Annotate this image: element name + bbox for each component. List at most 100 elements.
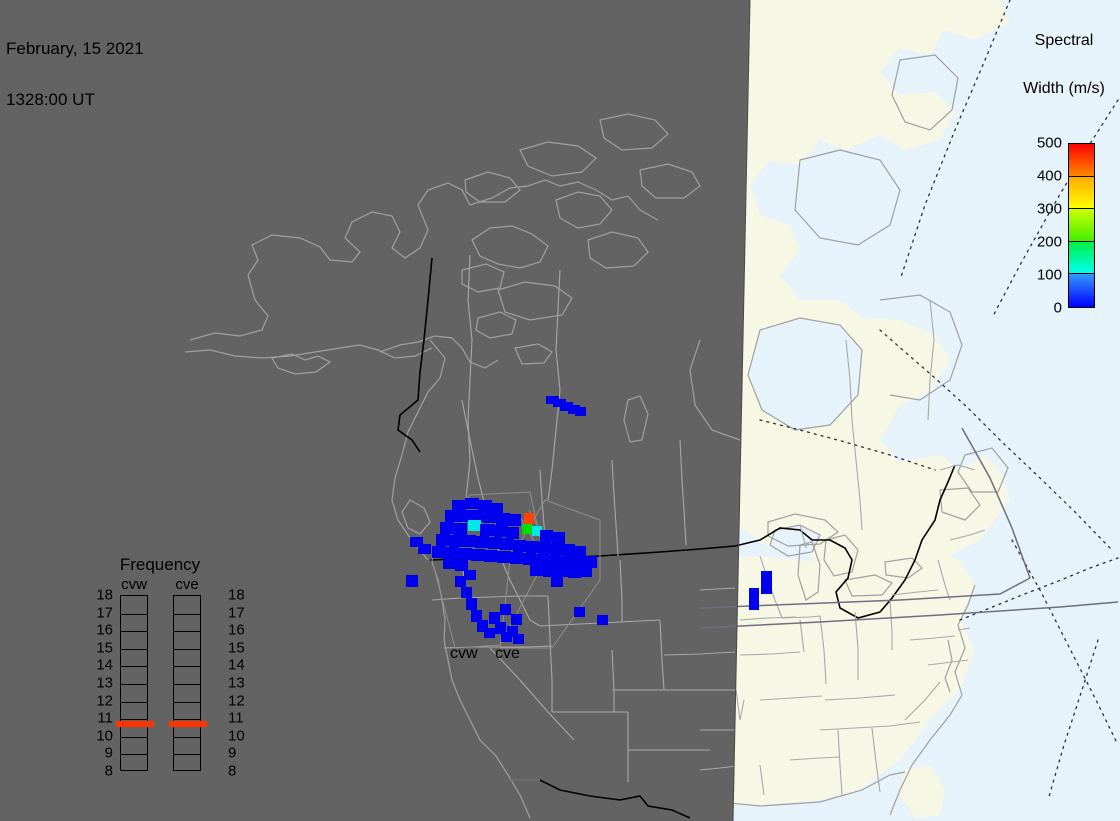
frequency-gauge-cve-body[interactable]: [169, 595, 207, 771]
radar-cell[interactable]: [597, 615, 608, 625]
radar-cell[interactable]: [761, 571, 772, 594]
radar-cell[interactable]: [568, 405, 580, 414]
radar-cell[interactable]: [560, 556, 573, 568]
radar-cell[interactable]: [540, 530, 553, 542]
radar-cell[interactable]: [477, 620, 488, 632]
radar-cell[interactable]: [562, 544, 575, 556]
radar-cell[interactable]: [524, 513, 534, 524]
radar-cell[interactable]: [483, 511, 497, 523]
frequency-gauge-cve[interactable]: cve: [169, 577, 207, 771]
radar-cell[interactable]: [471, 610, 482, 622]
radar-cell[interactable]: [478, 500, 492, 511]
coast-labrador: [879, 294, 963, 401]
frequency-gauge-cvw-label: cvw: [121, 576, 147, 593]
radar-cell[interactable]: [461, 587, 472, 598]
coast-newfoundland: [957, 447, 1009, 493]
radar-cell[interactable]: [574, 607, 585, 617]
radar-cell[interactable]: [538, 542, 551, 554]
radar-echo-cells[interactable]: [406, 396, 772, 644]
radar-cell[interactable]: [526, 541, 539, 553]
radar-cell[interactable]: [468, 520, 481, 531]
radar-cell[interactable]: [543, 566, 556, 577]
radar-cell[interactable]: [501, 632, 512, 642]
radar-cell[interactable]: [490, 503, 503, 514]
radar-cell[interactable]: [489, 612, 500, 624]
radar-cell[interactable]: [465, 498, 479, 509]
radar-cell[interactable]: [462, 535, 476, 547]
radar-cell[interactable]: [440, 522, 454, 534]
radar-cell[interactable]: [511, 614, 522, 625]
radar-cell[interactable]: [585, 556, 597, 568]
radar-cell[interactable]: [548, 555, 561, 567]
radar-cell[interactable]: [575, 407, 586, 416]
radar-cell[interactable]: [532, 526, 542, 536]
radar-site-label-cvw[interactable]: cvw: [450, 645, 478, 662]
border-wa-or: [431, 595, 548, 601]
radar-cell[interactable]: [749, 588, 759, 610]
radar-cell[interactable]: [530, 565, 543, 576]
radar-cell[interactable]: [497, 551, 511, 563]
radar-cell[interactable]: [513, 540, 526, 552]
radar-cell[interactable]: [508, 514, 521, 526]
radar-cell[interactable]: [495, 622, 506, 634]
radar-cell[interactable]: [464, 570, 476, 580]
radar-cell[interactable]: [551, 577, 563, 587]
radar-cell[interactable]: [523, 553, 536, 565]
radar-cell[interactable]: [449, 535, 463, 547]
radar-cell[interactable]: [522, 524, 532, 534]
radar-cell[interactable]: [550, 543, 563, 555]
radar-cell[interactable]: [455, 576, 466, 587]
radar-cell[interactable]: [507, 626, 518, 637]
colorbar-title: Spectral Width (m/s): [1008, 1, 1120, 129]
radar-cell[interactable]: [466, 598, 477, 610]
radar-cell[interactable]: [445, 510, 459, 522]
radar-cell[interactable]: [556, 566, 569, 577]
radar-cell[interactable]: [560, 402, 573, 411]
frequency-gauge-cvw-body[interactable]: [116, 595, 154, 771]
border-wi-il: [781, 615, 821, 619]
radar-cell[interactable]: [470, 510, 484, 522]
radar-cell[interactable]: [432, 546, 446, 558]
radar-cell[interactable]: [552, 532, 565, 544]
radar-cell[interactable]: [484, 628, 495, 638]
radar-cell[interactable]: [475, 536, 489, 548]
radar-cell[interactable]: [546, 396, 559, 404]
radar-cell[interactable]: [443, 558, 456, 569]
radar-cell[interactable]: [480, 524, 494, 536]
radar-cell[interactable]: [471, 549, 485, 561]
radar-cell[interactable]: [568, 567, 581, 578]
frequency-tick-right-12: 12: [228, 692, 245, 710]
border-al-ga: [871, 727, 881, 793]
radar-cell[interactable]: [410, 537, 423, 547]
radar-cell[interactable]: [580, 566, 592, 577]
radar-cell[interactable]: [510, 552, 523, 564]
coast-us-atlantic: [889, 584, 976, 816]
radar-cell[interactable]: [453, 523, 467, 535]
coast-arctic-7: [639, 163, 701, 199]
radar-cell[interactable]: [455, 560, 468, 571]
radar-cell[interactable]: [436, 534, 450, 546]
spectral-width-colorbar: Spectral Width (m/s) 500 400 300 200 100 0: [1008, 0, 1120, 316]
radar-cell[interactable]: [484, 550, 498, 562]
radar-cell[interactable]: [500, 538, 514, 550]
radar-cell[interactable]: [506, 527, 519, 539]
radar-site-label-cve[interactable]: cve: [495, 645, 520, 662]
day-land-canada: [733, 0, 1010, 570]
radar-cell[interactable]: [406, 575, 418, 587]
border-tn-ms-al-ga: [819, 721, 921, 731]
radar-cell[interactable]: [553, 399, 566, 407]
radar-cell[interactable]: [458, 510, 472, 522]
radar-cell[interactable]: [488, 537, 502, 549]
radar-cell[interactable]: [500, 604, 511, 615]
radar-cell[interactable]: [574, 546, 586, 558]
radar-cell[interactable]: [496, 513, 510, 525]
frequency-gauge-cvw[interactable]: cvw: [116, 576, 154, 771]
radar-cell[interactable]: [458, 548, 472, 560]
radar-cell[interactable]: [452, 500, 466, 511]
radar-cell[interactable]: [536, 554, 549, 566]
radar-cell[interactable]: [418, 544, 431, 554]
radar-cell[interactable]: [445, 547, 459, 559]
radar-cell[interactable]: [494, 525, 508, 537]
colorbar-tick-500: 500: [1036, 134, 1062, 152]
radar-cell[interactable]: [513, 634, 524, 644]
